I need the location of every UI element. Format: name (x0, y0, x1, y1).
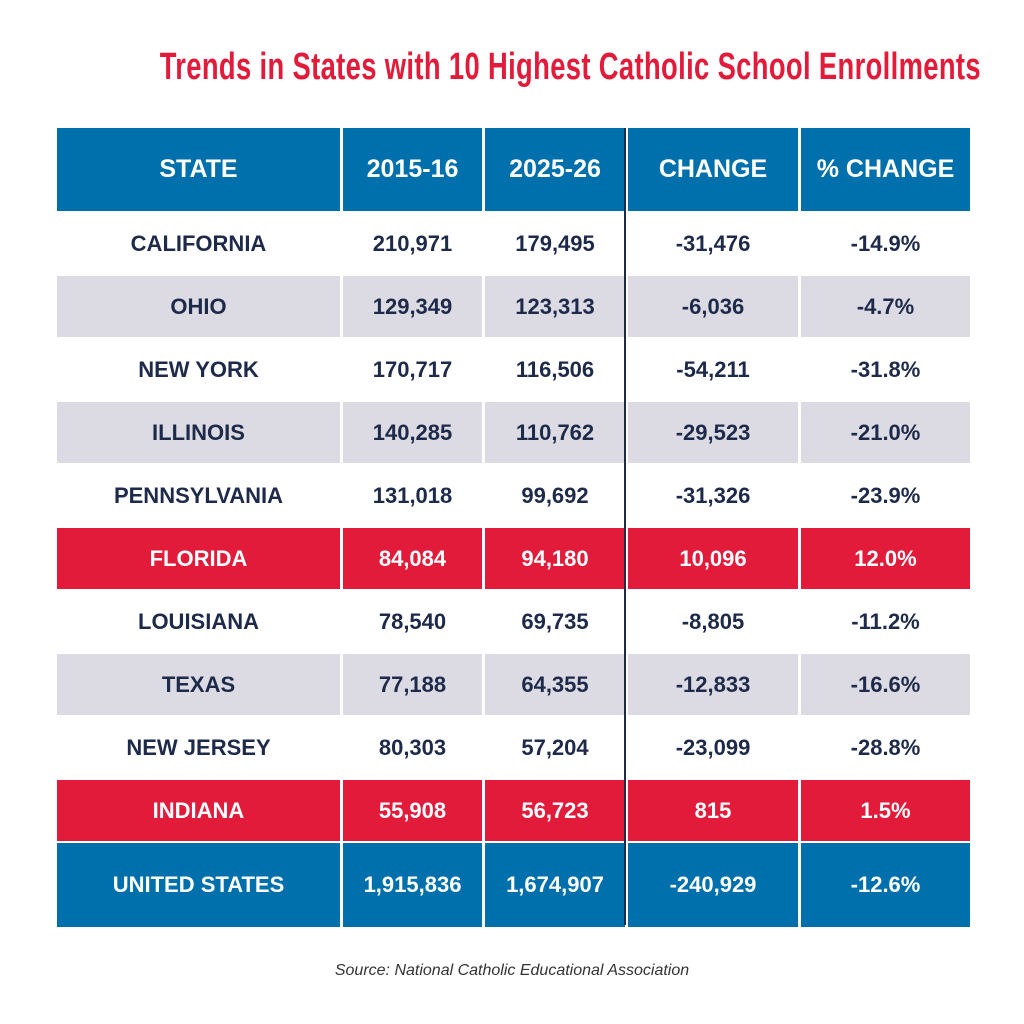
value-2015-16: 129,349 (343, 276, 482, 337)
pct-change-cell: -21.0% (801, 402, 970, 463)
change-cell: -31,476 (628, 213, 798, 274)
change-cell: -12,833 (628, 654, 798, 715)
value-2025-26: 110,762 (485, 402, 625, 463)
pct-change-cell: -11.2% (801, 591, 970, 652)
value-2025-26: 123,313 (485, 276, 625, 337)
change-cell: 10,096 (628, 528, 798, 589)
state-cell: LOUISIANA (57, 591, 340, 652)
change-cell: -240,929 (628, 843, 798, 927)
state-cell: ILLINOIS (57, 402, 340, 463)
value-2015-16: 210,971 (343, 213, 482, 274)
pct-change-cell: 1.5% (801, 780, 970, 841)
pct-change-cell: -31.8% (801, 339, 970, 400)
pct-change-cell: -12.6% (801, 843, 970, 927)
state-cell: CALIFORNIA (57, 213, 340, 274)
value-2025-26: 1,674,907 (485, 843, 625, 927)
value-2025-26: 57,204 (485, 717, 625, 778)
state-cell: FLORIDA (57, 528, 340, 589)
value-2015-16: 140,285 (343, 402, 482, 463)
value-2015-16: 55,908 (343, 780, 482, 841)
header-change: CHANGE (628, 128, 798, 211)
value-2015-16: 77,188 (343, 654, 482, 715)
state-cell: NEW YORK (57, 339, 340, 400)
change-cell: -54,211 (628, 339, 798, 400)
change-cell: -8,805 (628, 591, 798, 652)
value-2015-16: 1,915,836 (343, 843, 482, 927)
state-cell: PENNSYLVANIA (57, 465, 340, 526)
value-2015-16: 78,540 (343, 591, 482, 652)
state-cell: UNITED STATES (57, 843, 340, 927)
pct-change-cell: -23.9% (801, 465, 970, 526)
value-2015-16: 170,717 (343, 339, 482, 400)
enrollment-table: STATE 2015-16 2025-26 CHANGE % CHANGE CA… (57, 128, 970, 927)
header-2025-26: 2025-26 (485, 128, 625, 211)
value-2025-26: 94,180 (485, 528, 625, 589)
header-state: STATE (57, 128, 340, 211)
value-2025-26: 64,355 (485, 654, 625, 715)
value-2025-26: 116,506 (485, 339, 625, 400)
value-2015-16: 131,018 (343, 465, 482, 526)
value-2015-16: 84,084 (343, 528, 482, 589)
value-2025-26: 179,495 (485, 213, 625, 274)
state-cell: INDIANA (57, 780, 340, 841)
state-cell: OHIO (57, 276, 340, 337)
value-2025-26: 56,723 (485, 780, 625, 841)
chart-title-text: Trends in States with 10 Highest Catholi… (159, 46, 981, 88)
source-note: Source: National Catholic Educational As… (334, 962, 690, 979)
change-cell: -6,036 (628, 276, 798, 337)
value-2015-16: 80,303 (343, 717, 482, 778)
pct-change-cell: -28.8% (801, 717, 970, 778)
change-cell: -23,099 (628, 717, 798, 778)
pct-change-cell: -4.7% (801, 276, 970, 337)
header-2015-16: 2015-16 (343, 128, 482, 211)
pct-change-cell: -14.9% (801, 213, 970, 274)
change-cell: -29,523 (628, 402, 798, 463)
header-pct-change: % CHANGE (801, 128, 970, 211)
column-divider (624, 128, 626, 925)
pct-change-cell: -16.6% (801, 654, 970, 715)
change-cell: -31,326 (628, 465, 798, 526)
pct-change-cell: 12.0% (801, 528, 970, 589)
value-2025-26: 69,735 (485, 591, 625, 652)
state-cell: NEW JERSEY (57, 717, 340, 778)
state-cell: TEXAS (57, 654, 340, 715)
change-cell: 815 (628, 780, 798, 841)
value-2025-26: 99,692 (485, 465, 625, 526)
chart-title: Trends in States with 10 Highest Catholi… (0, 46, 1024, 89)
